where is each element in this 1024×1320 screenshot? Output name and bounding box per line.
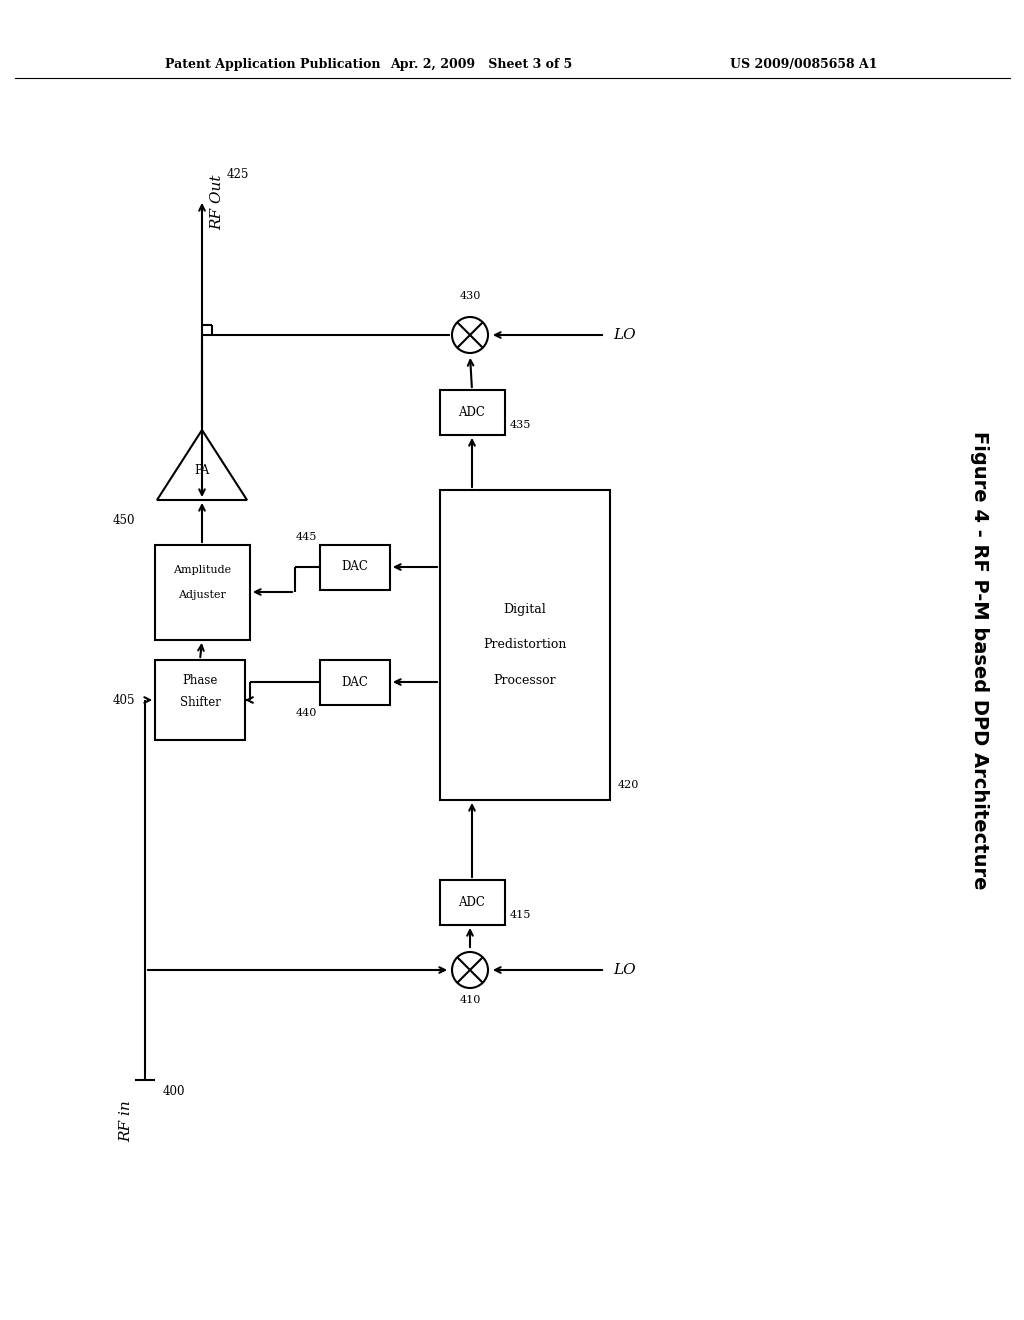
Text: US 2009/0085658 A1: US 2009/0085658 A1 [730, 58, 878, 71]
Text: 445: 445 [296, 532, 317, 543]
Bar [440, 389, 505, 436]
Text: 420: 420 [618, 780, 639, 789]
Text: PA: PA [195, 463, 210, 477]
Text: 435: 435 [510, 420, 531, 430]
Text: 430: 430 [460, 290, 480, 301]
Text: 405: 405 [113, 693, 135, 706]
Text: 450: 450 [113, 513, 135, 527]
Text: Processor: Processor [494, 673, 556, 686]
Text: Adjuster: Adjuster [178, 590, 226, 601]
Text: DAC: DAC [342, 561, 369, 573]
Text: 425: 425 [227, 168, 250, 181]
Bar [155, 660, 245, 741]
Text: 440: 440 [296, 708, 317, 718]
Text: Digital: Digital [504, 603, 547, 616]
Text: 410: 410 [460, 995, 480, 1005]
Text: Amplitude: Amplitude [173, 565, 231, 576]
Text: DAC: DAC [342, 676, 369, 689]
Text: Predistortion: Predistortion [483, 639, 566, 652]
Bar [319, 545, 390, 590]
Circle shape [452, 317, 488, 352]
Text: Phase: Phase [182, 673, 218, 686]
Bar [440, 490, 610, 800]
Text: 415: 415 [510, 909, 531, 920]
Text: Apr. 2, 2009   Sheet 3 of 5: Apr. 2, 2009 Sheet 3 of 5 [390, 58, 572, 71]
Text: RF in: RF in [119, 1100, 133, 1142]
Text: LO: LO [613, 327, 636, 342]
Text: Figure 4 - RF P-M based DPD Architecture: Figure 4 - RF P-M based DPD Architecture [971, 430, 989, 890]
Text: RF Out: RF Out [210, 176, 224, 231]
Text: ADC: ADC [459, 405, 485, 418]
Text: Patent Application Publication: Patent Application Publication [165, 58, 381, 71]
Text: ADC: ADC [459, 895, 485, 908]
Polygon shape [157, 430, 247, 500]
Text: Shifter: Shifter [179, 696, 220, 709]
Text: 400: 400 [163, 1085, 185, 1098]
Text: LO: LO [613, 964, 636, 977]
Bar [155, 545, 250, 640]
Bar [440, 880, 505, 925]
Bar [319, 660, 390, 705]
Circle shape [452, 952, 488, 987]
